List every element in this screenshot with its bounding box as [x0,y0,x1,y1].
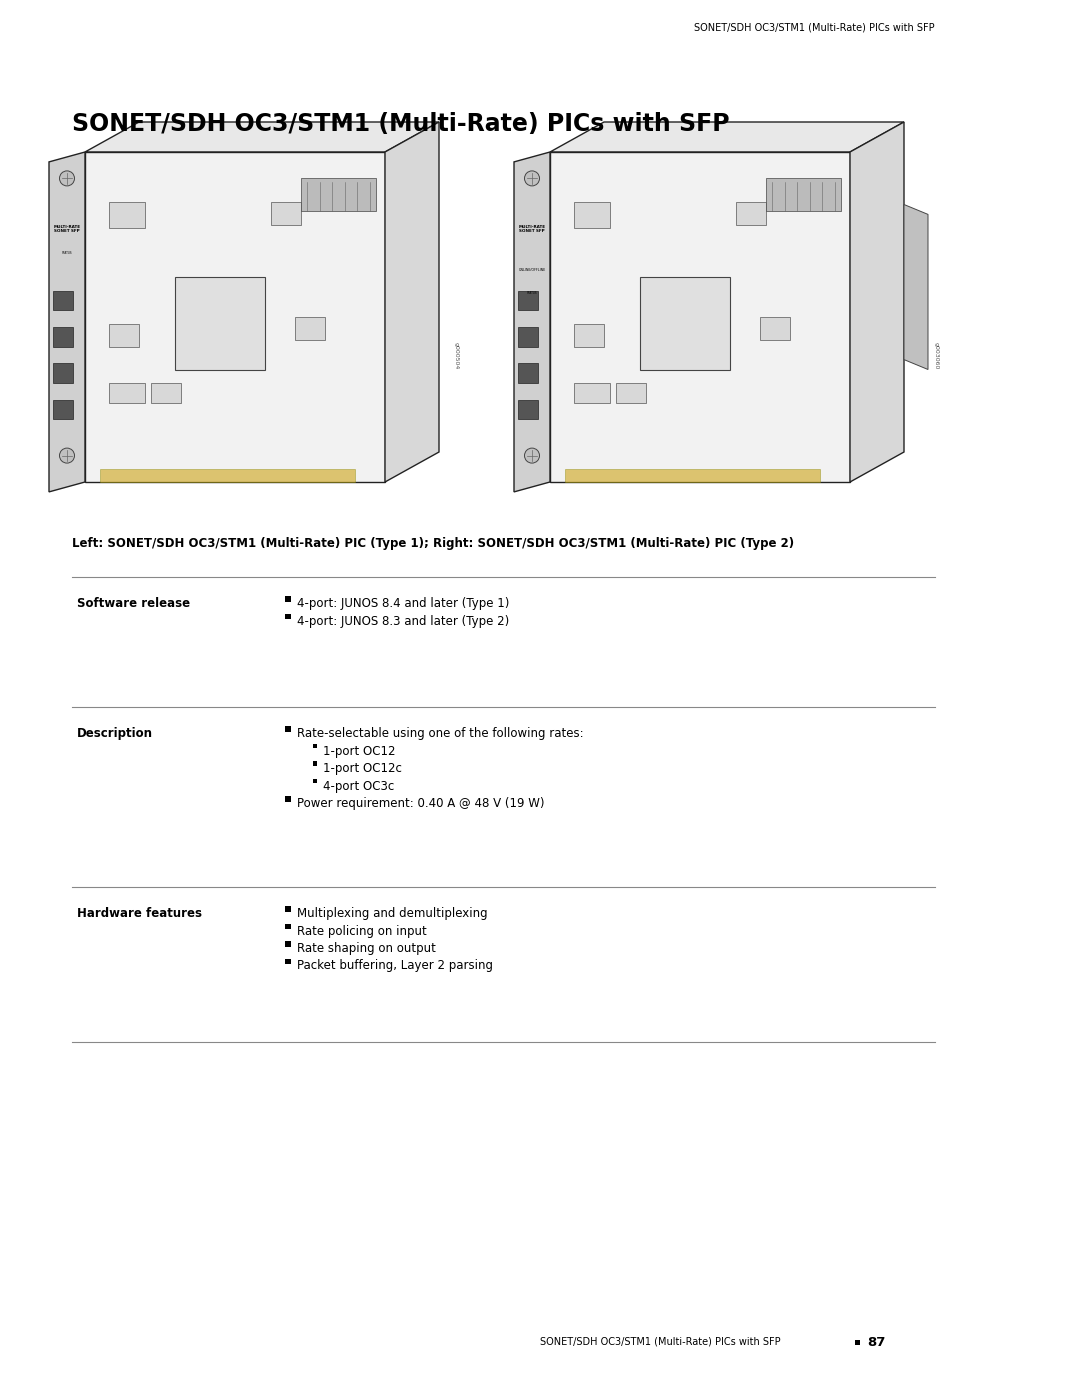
Bar [285,597,291,602]
Bar [285,958,291,964]
Bar [550,152,850,482]
Text: 4-port: JUNOS 8.4 and later (Type 1): 4-port: JUNOS 8.4 and later (Type 1) [297,597,509,610]
Text: STATUS: STATUS [527,291,538,295]
Polygon shape [384,122,438,482]
Polygon shape [85,122,438,152]
Bar [109,201,145,228]
Bar [285,923,291,929]
Text: STATUS: STATUS [62,251,72,256]
Circle shape [525,448,540,462]
Bar [53,327,72,346]
Text: 1-port OC12: 1-port OC12 [323,745,395,757]
Bar [518,363,538,383]
Bar [109,383,145,402]
Bar [313,743,318,747]
Bar [313,780,318,782]
Bar [735,201,766,225]
Text: Multiplexing and demultiplexing: Multiplexing and demultiplexing [297,907,487,921]
Text: SONET/SDH OC3/STM1 (Multi-Rate) PICs with SFP: SONET/SDH OC3/STM1 (Multi-Rate) PICs wit… [72,112,730,136]
Text: Rate policing on input: Rate policing on input [297,925,427,937]
Bar [53,363,72,383]
Text: g003060: g003060 [934,342,939,369]
Circle shape [525,170,540,186]
Bar [760,317,789,339]
Bar [616,383,646,402]
Text: Left: SONET/SDH OC3/STM1 (Multi-Rate) PIC (Type 1); Right: SONET/SDH OC3/STM1 (M: Left: SONET/SDH OC3/STM1 (Multi-Rate) PI… [72,536,794,550]
Text: Rate-selectable using one of the following rates:: Rate-selectable using one of the followi… [297,726,583,740]
Text: 4-port: JUNOS 8.3 and later (Type 2): 4-port: JUNOS 8.3 and later (Type 2) [297,615,509,627]
Bar [175,278,265,370]
Text: Hardware features: Hardware features [77,907,202,921]
Text: SONET/SDH OC3/STM1 (Multi-Rate) PICs with SFP: SONET/SDH OC3/STM1 (Multi-Rate) PICs wit… [694,22,935,32]
Polygon shape [514,152,550,492]
Bar [301,179,376,211]
Text: Description: Description [77,726,153,740]
Bar [313,761,318,766]
Bar [85,152,384,482]
Bar [573,383,610,402]
Circle shape [59,170,75,186]
Bar [565,469,820,482]
Bar [518,291,538,310]
Text: SONET/SDH OC3/STM1 (Multi-Rate) PICs with SFP: SONET/SDH OC3/STM1 (Multi-Rate) PICs wit… [540,1337,781,1347]
Text: g000504: g000504 [454,342,459,369]
Text: Rate shaping on output: Rate shaping on output [297,942,435,956]
Circle shape [59,448,75,462]
Bar [285,942,291,947]
Polygon shape [49,152,85,492]
Bar [285,796,291,802]
Text: Power requirement: 0.40 A @ 48 V (19 W): Power requirement: 0.40 A @ 48 V (19 W) [297,798,544,810]
Bar [518,400,538,419]
Polygon shape [850,122,904,482]
Bar [766,179,841,211]
Polygon shape [904,204,928,369]
Text: 1-port OC12c: 1-port OC12c [323,761,402,775]
Text: Software release: Software release [77,597,190,610]
Bar [573,324,604,346]
Bar [100,469,355,482]
Text: ONLINE/OFFLINE: ONLINE/OFFLINE [518,267,545,271]
Bar [53,400,72,419]
Text: MULTI-RATE
SONET SFP: MULTI-RATE SONET SFP [53,225,81,233]
Bar [640,278,730,370]
Bar [855,1340,861,1345]
Bar [109,324,139,346]
Bar [285,613,291,619]
Polygon shape [550,122,904,152]
Bar [151,383,181,402]
Bar [518,327,538,346]
Bar [53,291,72,310]
Bar [295,317,325,339]
Bar [285,726,291,732]
Bar [271,201,301,225]
Text: Packet buffering, Layer 2 parsing: Packet buffering, Layer 2 parsing [297,960,492,972]
Text: 87: 87 [867,1336,886,1348]
Bar [573,201,610,228]
Bar [285,907,291,912]
Text: MULTI-RATE
SONET SFP: MULTI-RATE SONET SFP [518,225,545,233]
Text: 4-port OC3c: 4-port OC3c [323,780,394,792]
